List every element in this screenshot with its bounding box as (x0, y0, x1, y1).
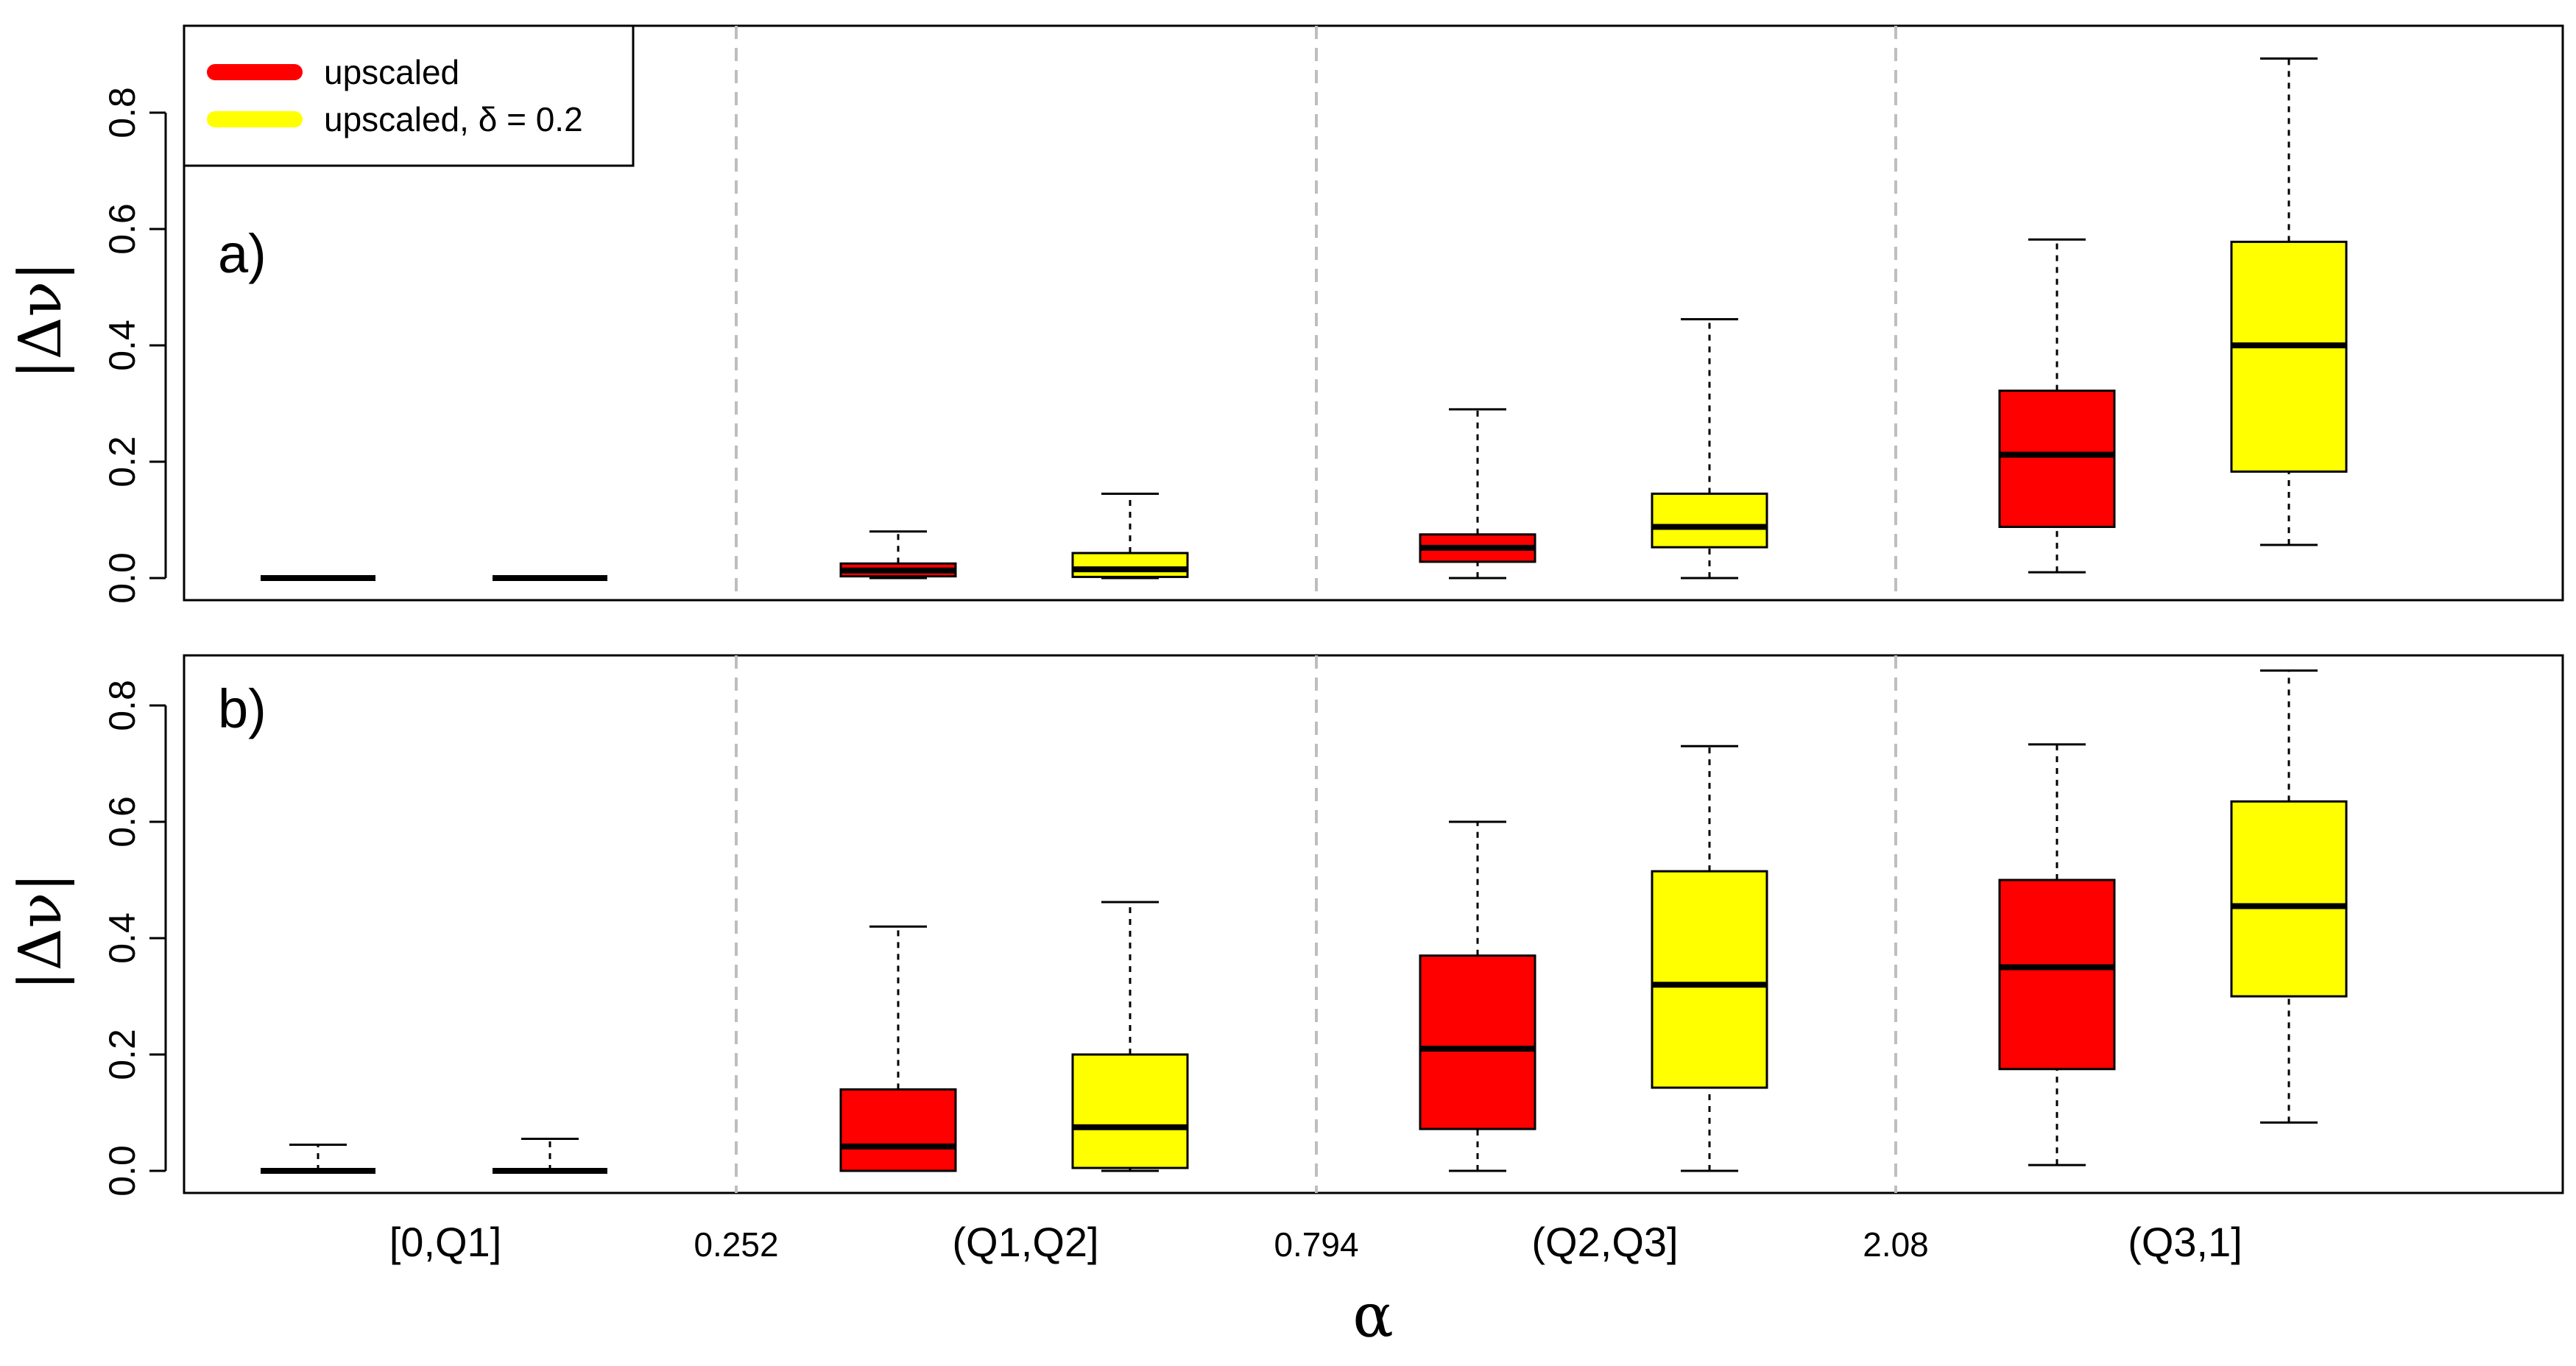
legend-label-upscaled: upscaled (324, 53, 459, 91)
panel-a-frame (183, 24, 2564, 602)
y-tick-label: 0.6 (102, 203, 143, 255)
box-upscaled-delta (2230, 240, 2348, 473)
x-category-label: [0,Q1] (389, 1219, 502, 1265)
panel-a-ylabel: |Δν| (6, 261, 74, 379)
y-tick-label: 0.8 (102, 87, 143, 138)
separator-label: 0.252 (694, 1225, 778, 1264)
y-tick-label: 0.0 (102, 552, 143, 604)
box-upscaled-delta (1071, 1053, 1189, 1169)
box-upscaled (1419, 954, 1536, 1130)
panel-b-frame (183, 654, 2564, 1194)
panel-b-label: b) (218, 678, 267, 739)
legend-box (183, 24, 635, 167)
box-upscaled-delta (1071, 552, 1189, 578)
x-category-label: (Q1,Q2] (952, 1219, 1098, 1265)
box-upscaled-delta (1651, 870, 1768, 1089)
y-tick-label: 0.0 (102, 1145, 143, 1197)
x-category-label: (Q2,Q3] (1531, 1219, 1678, 1265)
x-category-label: (Q3,1] (2128, 1219, 2242, 1265)
box-upscaled (1998, 879, 2116, 1071)
separator-label: 0.794 (1274, 1225, 1358, 1264)
y-tick-label: 0.2 (102, 436, 143, 487)
panel-a-label: a) (218, 223, 267, 284)
y-tick-label: 0.8 (102, 680, 143, 731)
box-upscaled (839, 1088, 957, 1172)
legend-label-upscaled-delta: upscaled, δ = 0.2 (324, 100, 583, 138)
legend: upscaled upscaled, δ = 0.2 (183, 24, 635, 167)
panel-b-ylabel: |Δν| (6, 873, 74, 990)
y-tick-label: 0.2 (102, 1029, 143, 1080)
box-upscaled (1998, 390, 2116, 528)
y-tick-label: 0.4 (102, 320, 143, 371)
x-axis-title: α (1352, 1281, 1393, 1351)
box-upscaled-delta (2230, 800, 2348, 998)
y-tick-label: 0.6 (102, 796, 143, 848)
separator-label: 2.08 (1863, 1225, 1929, 1264)
box-upscaled-delta (1651, 492, 1768, 549)
y-tick-label: 0.4 (102, 912, 143, 964)
